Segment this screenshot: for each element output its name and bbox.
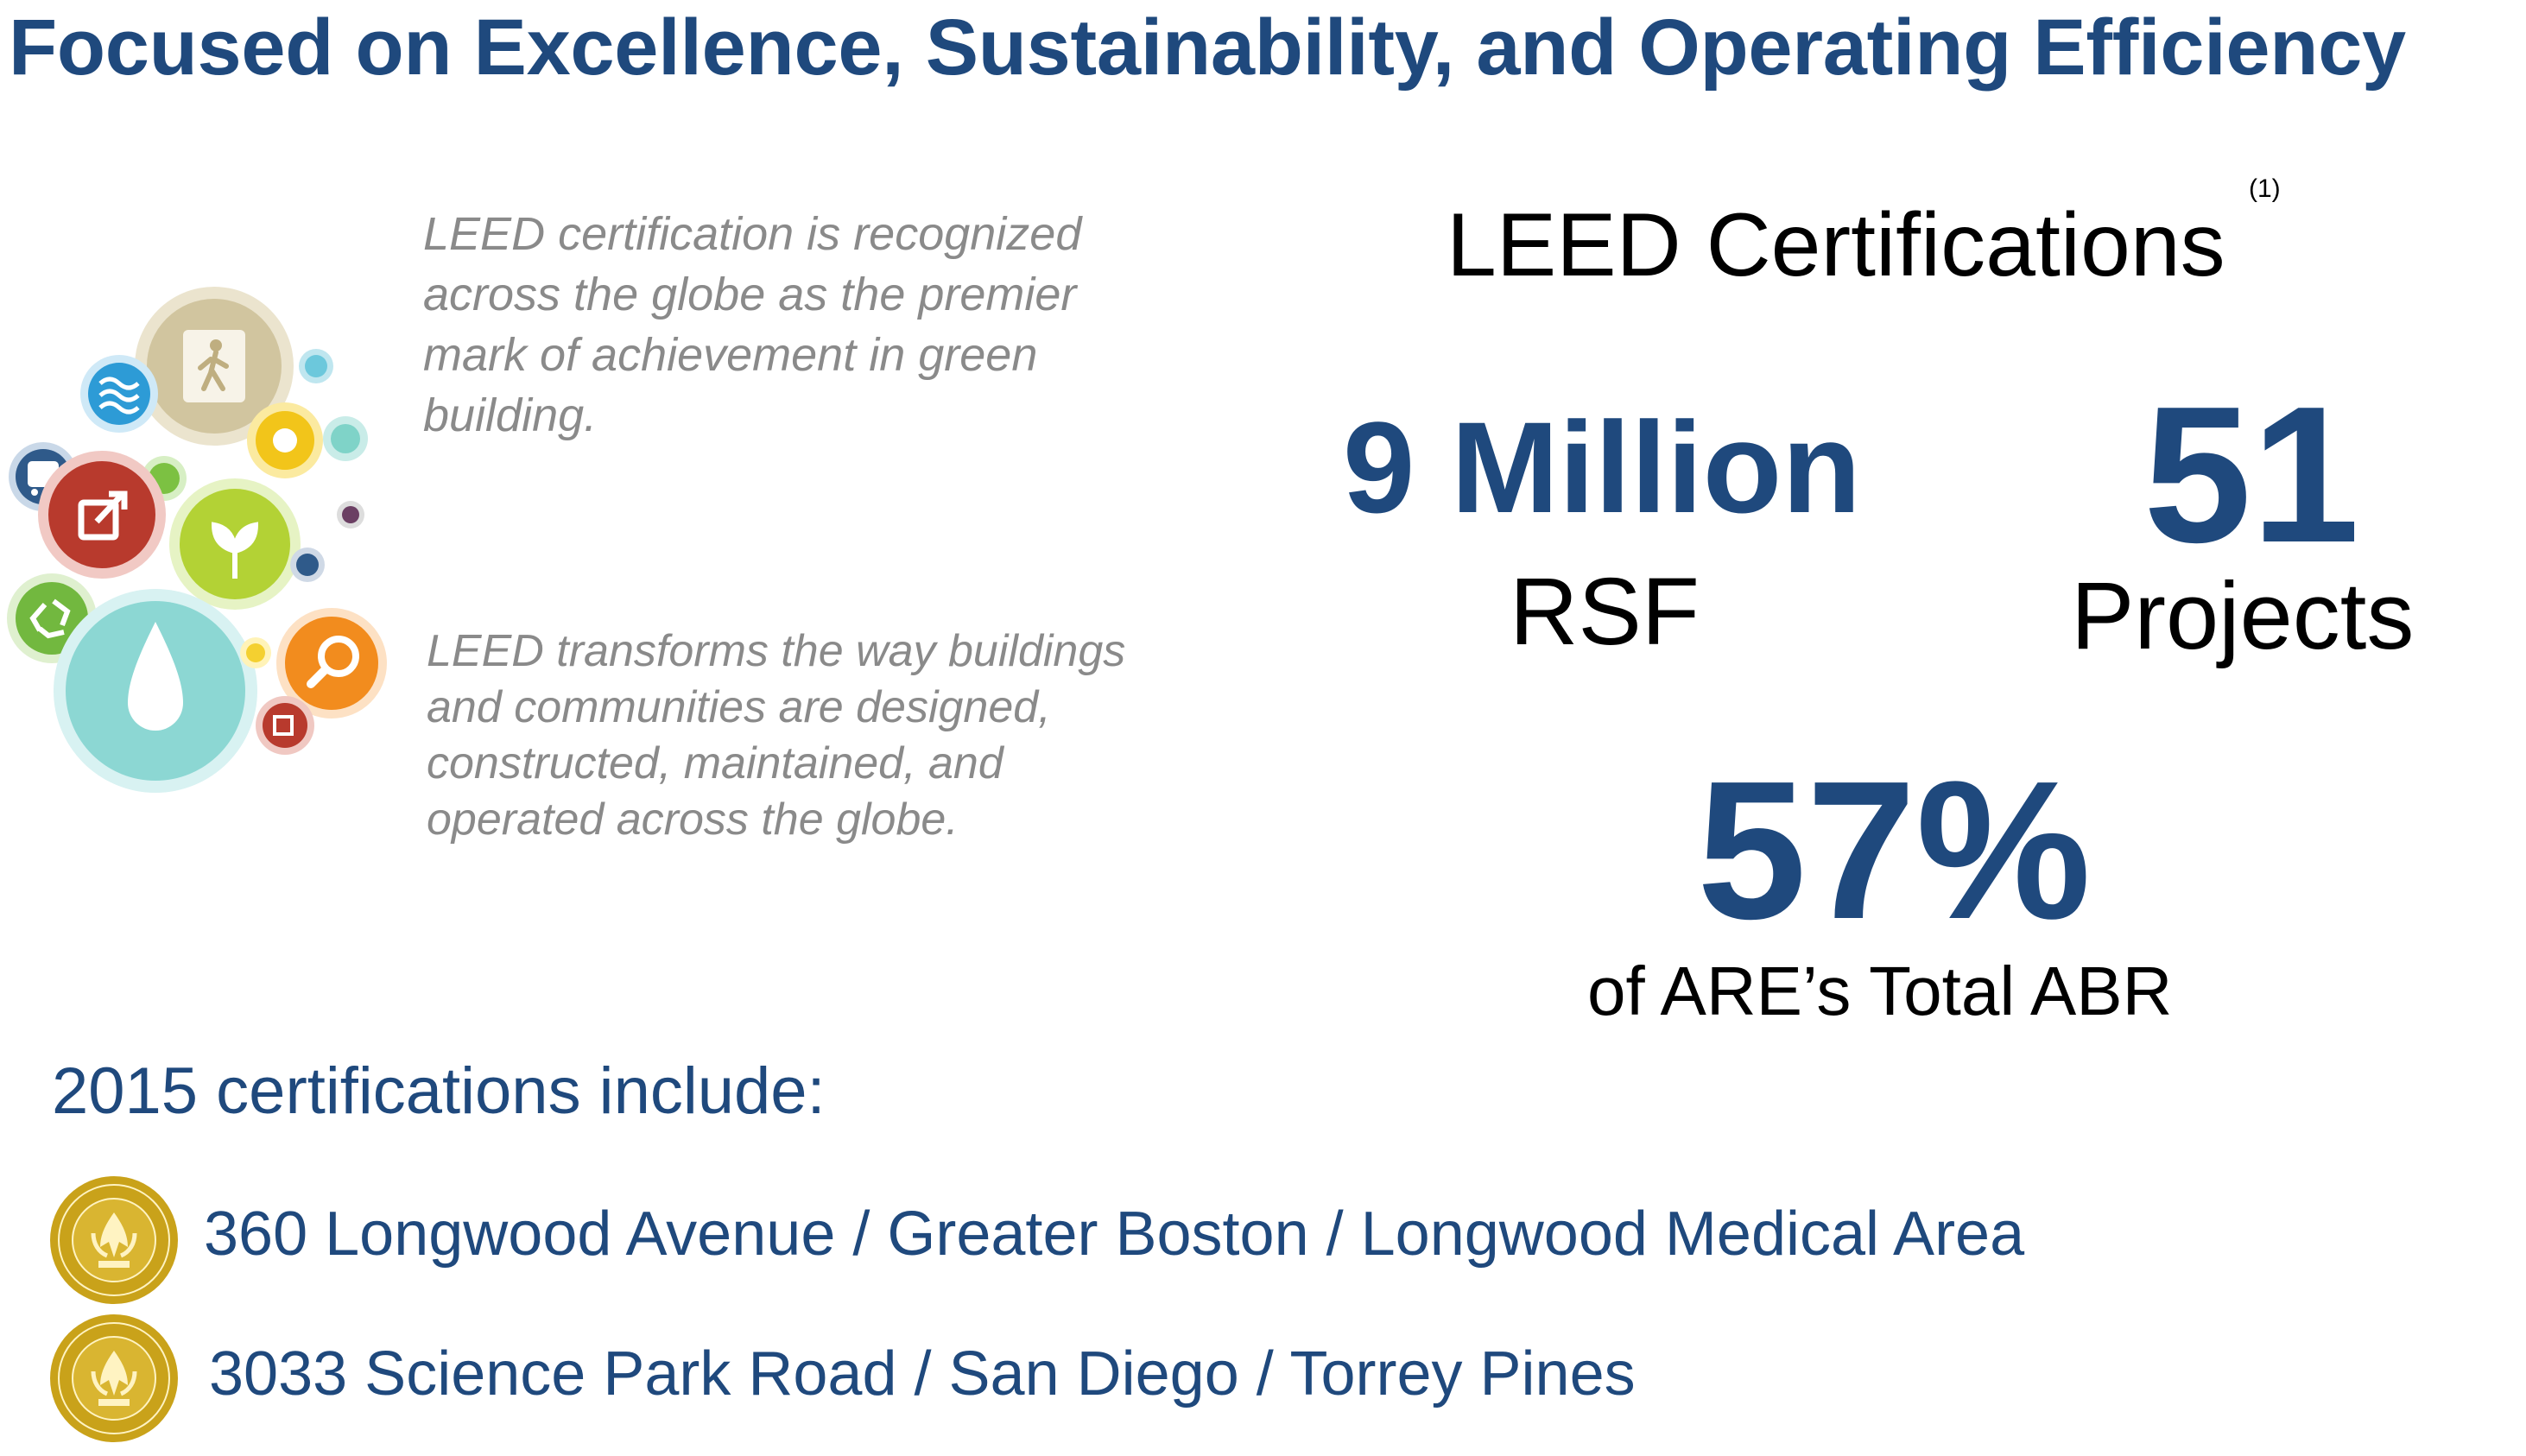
walking-person-icon [135,287,294,446]
page-title: Focused on Excellence, Sustainability, a… [9,3,2406,92]
certification-item: 3033 Science Park Road / San Diego / Tor… [48,1313,2035,1451]
intro-paragraph-1: LEED certification is recognized across … [423,208,1082,441]
leed-gold-seal-icon [50,1176,178,1304]
intro-paragraph-2: LEED transforms the way buildings and co… [427,626,1126,845]
sustainability-bubbles-illustration [7,287,387,793]
footnote-marker: (1) [2249,174,2281,203]
sun-icon [247,402,323,478]
stat-abr-label: of ARE’s Total ABR [1587,953,2173,1029]
stat-projects-label: Projects [2071,563,2415,669]
stat-rsf-label: RSF [1510,559,1700,665]
certification-item-text: 3033 Science Park Road / San Diego / Tor… [209,1339,1636,1409]
waves-icon [80,355,158,433]
recycle-icon [7,573,97,663]
search-icon [276,608,387,719]
certification-item-text: 360 Longwood Avenue / Greater Boston / L… [204,1200,2025,1269]
certification-item: 360 Longwood Avenue / Greater Boston / L… [48,1174,2035,1313]
water-drop-icon [54,589,257,793]
sprout-icon [169,478,301,610]
certifications-heading: 2015 certifications include: [52,1054,826,1128]
leed-heading: LEED Certifications [1447,195,2225,295]
stat-projects-value: 51 [2143,365,2360,583]
stat-abr-value: 57% [1697,741,2092,960]
stat-rsf-value: 9 Million [1343,395,1861,540]
leed-gold-seal-icon [50,1314,178,1442]
external-link-icon [38,451,166,579]
